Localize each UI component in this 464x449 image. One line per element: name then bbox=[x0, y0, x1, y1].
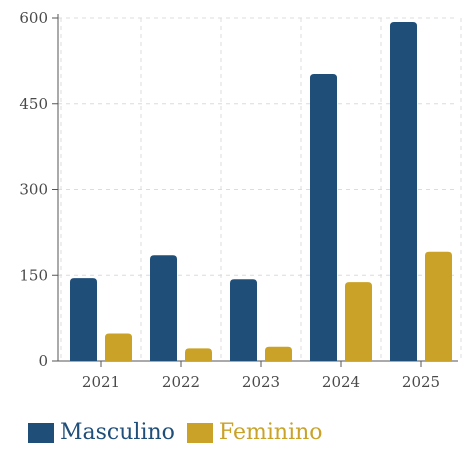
x-tick-label: 2023 bbox=[242, 373, 280, 391]
bar-chart: 0 150 300 450 600 2021 2022 2023 2024 2025 bbox=[19, 9, 462, 391]
x-tick-label: 2024 bbox=[322, 373, 360, 391]
y-tick-label: 150 bbox=[19, 266, 48, 284]
bars bbox=[70, 22, 452, 362]
bar-feminino-2024 bbox=[345, 282, 372, 361]
x-tick-label: 2025 bbox=[402, 373, 440, 391]
legend-item-feminino: Feminino bbox=[186, 420, 323, 445]
bar-masculino-2022 bbox=[150, 255, 177, 361]
legend-swatch-feminino bbox=[186, 422, 213, 443]
bar-feminino-2023 bbox=[265, 346, 292, 361]
x-tick-labels: 2021 2022 2023 2024 2025 bbox=[82, 373, 440, 391]
bar-feminino-2025 bbox=[425, 251, 452, 361]
bar-feminino-2021 bbox=[105, 333, 132, 361]
bar-masculino-2021 bbox=[70, 278, 97, 361]
legend-swatch-masculino bbox=[28, 422, 54, 443]
x-tick-label: 2022 bbox=[162, 373, 200, 391]
bar-masculino-2025 bbox=[390, 22, 417, 361]
legend-label-feminino: Feminino bbox=[218, 420, 323, 445]
bar-masculino-2023 bbox=[230, 279, 257, 361]
legend-label-masculino: Masculino bbox=[60, 420, 175, 445]
legend: Masculino Feminino bbox=[28, 420, 335, 445]
y-tick-labels: 0 150 300 450 600 bbox=[19, 9, 48, 370]
y-tick-label: 450 bbox=[19, 95, 48, 113]
y-tick-label: 300 bbox=[19, 181, 48, 199]
x-tick-label: 2021 bbox=[82, 373, 120, 391]
legend-item-masculino: Masculino bbox=[28, 420, 175, 445]
grid-lines bbox=[58, 17, 462, 361]
bar-feminino-2022 bbox=[185, 348, 212, 361]
y-tick-label: 0 bbox=[38, 352, 48, 370]
y-tick-label: 600 bbox=[19, 9, 48, 27]
bar-masculino-2024 bbox=[310, 74, 337, 362]
